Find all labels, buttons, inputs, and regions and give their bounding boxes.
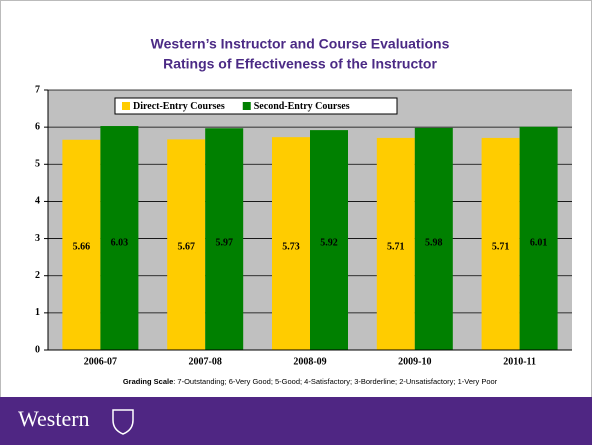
bar xyxy=(167,139,206,350)
y-tick-label: 2 xyxy=(35,270,40,281)
legend-swatch xyxy=(242,102,251,110)
bar xyxy=(205,128,244,350)
y-tick-label: 6 xyxy=(35,121,40,132)
footer-band xyxy=(0,397,592,445)
chart-subtitle: Ratings of Effectiveness of the Instruct… xyxy=(163,56,437,72)
chart-title: Western’s Instructor and Course Evaluati… xyxy=(151,36,450,52)
y-tick-label: 1 xyxy=(35,307,40,318)
legend-swatch xyxy=(122,102,130,110)
legend-label: Direct-Entry Courses xyxy=(133,101,225,112)
bar xyxy=(414,127,453,350)
data-label: 5.71 xyxy=(387,242,405,253)
y-tick-label: 5 xyxy=(35,159,40,170)
data-label: 5.98 xyxy=(425,238,443,249)
data-label: 5.92 xyxy=(320,238,338,249)
y-tick-label: 0 xyxy=(35,344,40,355)
grading-scale-label: Grading Scale xyxy=(123,377,173,386)
data-label: 5.71 xyxy=(492,242,510,253)
bar xyxy=(62,139,101,350)
data-label: 6.03 xyxy=(111,238,129,249)
x-tick-label: 2006-07 xyxy=(84,356,117,367)
chart: 0 1 2 3 4 5 6 7 2006-07 5.66 6.03 2007-08 5.67 5.97 20… xyxy=(35,84,572,367)
footer-logo-shield xyxy=(112,409,134,435)
data-label: 5.97 xyxy=(215,238,233,249)
x-tick-label: 2007-08 xyxy=(189,356,222,367)
footer-logo-text: Western xyxy=(18,406,90,431)
legend-box xyxy=(114,97,398,115)
x-tick-label: 2009-10 xyxy=(398,356,431,367)
bar xyxy=(519,126,558,351)
bar xyxy=(481,137,520,350)
y-tick-label: 7 xyxy=(35,84,40,95)
data-label: 5.67 xyxy=(177,242,195,253)
bar xyxy=(272,137,310,350)
y-tick-label: 4 xyxy=(35,196,40,207)
bar xyxy=(310,130,348,350)
data-label: 6.01 xyxy=(530,238,548,249)
legend-label: Second-Entry Courses xyxy=(254,101,350,112)
bar xyxy=(100,126,139,351)
y-tick-label: 3 xyxy=(35,233,40,244)
grading-scale-text: : 7-Outstanding; 6-Very Good; 5-Good; 4-… xyxy=(173,377,497,386)
bar xyxy=(376,137,415,350)
data-label: 5.66 xyxy=(73,242,91,253)
x-tick-label: 2008-09 xyxy=(293,356,326,367)
data-label: 5.73 xyxy=(282,242,300,253)
grading-scale: Grading Scale: 7-Outstanding; 6-Very Goo… xyxy=(123,377,498,386)
x-tick-label: 2010-11 xyxy=(503,356,536,367)
